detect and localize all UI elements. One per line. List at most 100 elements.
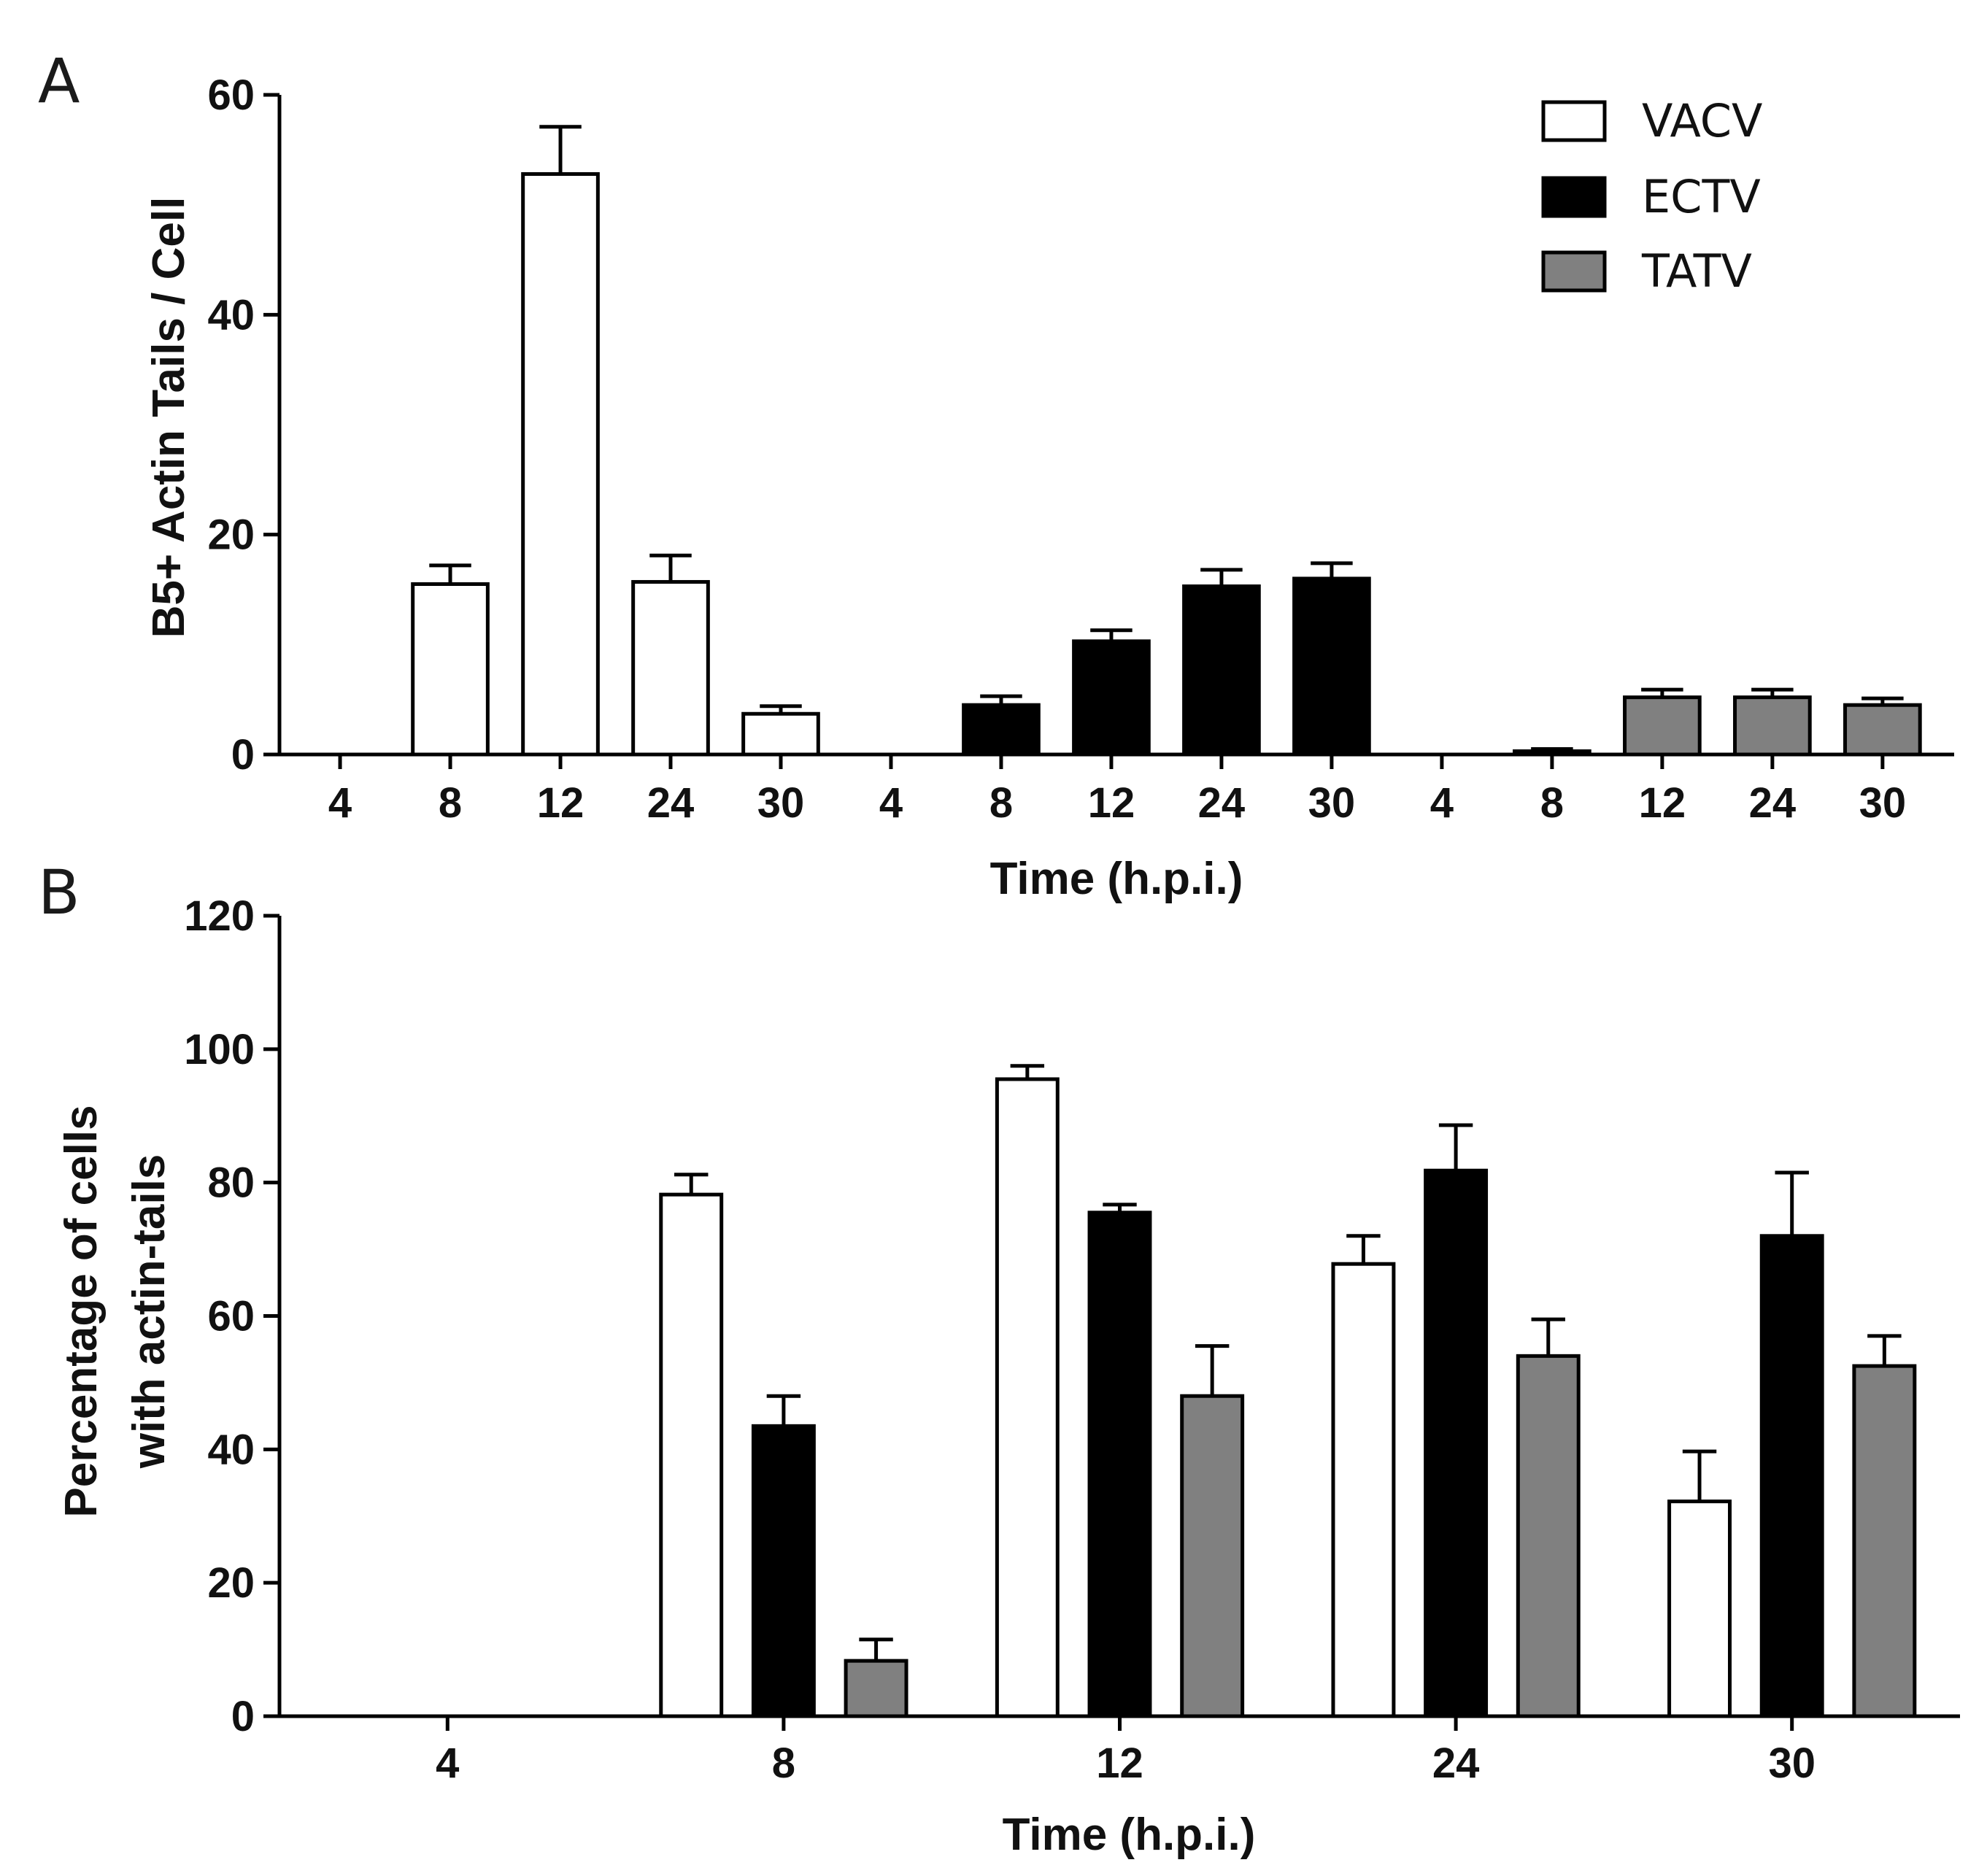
chart-b-bars <box>659 1064 1917 1718</box>
chart-a-x-tick-label: 30 <box>757 779 805 827</box>
chart-b-y-tick-label: 100 <box>184 1026 255 1073</box>
chart-a-bars <box>411 125 1922 757</box>
chart-b-y-tick-label: 20 <box>207 1559 255 1607</box>
chart-b-x-tick-label: 24 <box>1432 1740 1480 1787</box>
chart-a-bar-vacv-24 <box>631 553 710 757</box>
chart-a-x-tick-label: 12 <box>1088 779 1135 827</box>
chart-a-x-tick-label: 30 <box>1859 779 1907 827</box>
chart-a-x-ticks: 4 8 12 24 30 4 8 12 24 30 4 8 12 24 30 <box>328 754 1906 827</box>
chart-b-bar-vacv-12 <box>995 1064 1060 1718</box>
chart-b-bar-ectv-8-rect <box>751 1424 816 1718</box>
chart-b-bar-ectv-24 <box>1424 1123 1489 1718</box>
chart-a-bar-tatv-30 <box>1843 696 1922 757</box>
chart-b-x-tick-label: 30 <box>1768 1740 1816 1787</box>
chart-a-y-axis-title: B5+ Actin Tails / Cell <box>144 197 194 638</box>
chart-b-y-axis-title-line-1: Percentage of cells <box>56 1105 107 1517</box>
chart-b-bar-ectv-24-rect <box>1424 1168 1489 1718</box>
chart-b-bar-tatv-12 <box>1180 1344 1245 1718</box>
chart-a-bar-ectv-8 <box>962 694 1041 757</box>
chart-a-y-tick-label: 0 <box>231 731 255 779</box>
chart-a-bar-tatv-12-rect <box>1623 695 1702 757</box>
chart-b-x-tick-label: 8 <box>772 1740 795 1787</box>
chart-b-y-tick-label: 60 <box>207 1293 255 1340</box>
chart-b-bar-vacv-24 <box>1331 1234 1396 1718</box>
chart-a-x-tick-label: 24 <box>1749 779 1797 827</box>
chart-a-bar-vacv-30 <box>741 704 820 757</box>
chart-a-x-tick-label: 8 <box>439 779 462 827</box>
chart-a-axes <box>277 95 1954 757</box>
legend-swatch-vacv <box>1541 100 1607 142</box>
chart-a-bar-vacv-8 <box>411 563 490 757</box>
chart-a-bar-ectv-30 <box>1292 561 1371 757</box>
chart-a-x-tick-label: 8 <box>1540 779 1564 827</box>
chart-a-bar-vacv-12-rect <box>521 171 600 757</box>
chart-b-bar-ectv-30-rect <box>1759 1234 1824 1718</box>
chart-b-bar-vacv-24-rect <box>1331 1262 1396 1718</box>
chart-b-x-axis-title: Time (h.p.i.) <box>1003 1810 1256 1860</box>
chart-a-bar-ectv-24 <box>1182 568 1261 757</box>
chart-a-x-tick-label: 12 <box>1639 779 1686 827</box>
chart-a-x-tick-label: 24 <box>647 779 695 827</box>
chart-b-bar-vacv-8 <box>659 1173 724 1718</box>
chart-a-bar-vacv-12 <box>521 125 600 757</box>
chart-a-y-tick-label: 60 <box>207 72 255 119</box>
chart-b-y-tick-label: 0 <box>231 1693 255 1740</box>
panel-letter-b: B <box>38 857 80 928</box>
chart-a-x-tick-label: 30 <box>1308 779 1356 827</box>
chart-b-bar-tatv-8 <box>844 1637 908 1718</box>
panel-letter-a: A <box>38 45 80 117</box>
chart-a-y-tick-label: 40 <box>207 291 255 339</box>
chart-b-y-axis-title-line-2: with actin-tails <box>124 1154 174 1470</box>
chart-a-bar-tatv-12 <box>1623 687 1702 757</box>
chart-a: 0 20 40 60 4 8 12 24 30 4 8 12 24 30 4 8 12 24 30 B5+ Act… <box>144 72 1954 904</box>
chart-a-bar-ectv-30-rect <box>1292 576 1371 757</box>
legend: VACV ECTV TATV <box>1541 94 1762 298</box>
chart-a-bar-tatv-24-rect <box>1733 695 1812 757</box>
chart-a-bar-ectv-12 <box>1072 628 1151 757</box>
chart-a-bar-vacv-30-rect <box>741 711 820 757</box>
legend-label-vacv: VACV <box>1642 94 1762 147</box>
chart-a-bar-tatv-30-rect <box>1843 703 1922 757</box>
chart-b-bar-ectv-12-rect <box>1087 1211 1152 1718</box>
chart-b-y-ticks: 0 20 40 60 80 100 120 <box>184 892 279 1740</box>
legend-swatch-tatv <box>1541 250 1607 293</box>
chart-b-bar-vacv-30-rect <box>1667 1499 1732 1718</box>
chart-a-x-tick-label: 4 <box>328 779 352 827</box>
chart-b-bar-vacv-12-rect <box>995 1077 1060 1718</box>
chart-a-x-tick-label: 4 <box>879 779 903 827</box>
legend-label-tatv: TATV <box>1641 244 1752 298</box>
chart-b-y-tick-label: 80 <box>207 1159 255 1207</box>
chart-b-y-tick-label: 120 <box>184 892 255 940</box>
chart-b-x-ticks: 4 8 12 24 30 <box>436 1716 1816 1787</box>
chart-a-bar-ectv-24-rect <box>1182 584 1261 757</box>
chart-b: 0 20 40 60 80 100 120 4 8 12 24 30 Percentage of c… <box>56 892 1960 1860</box>
chart-a-x-tick-label: 8 <box>989 779 1013 827</box>
chart-b-x-tick-label: 4 <box>436 1740 459 1787</box>
chart-a-y-ticks: 0 20 40 60 <box>207 72 279 779</box>
chart-a-bar-ectv-12-rect <box>1072 639 1151 757</box>
chart-b-bar-ectv-8 <box>751 1394 816 1718</box>
chart-a-bar-vacv-24-rect <box>631 579 710 757</box>
chart-a-x-tick-label: 4 <box>1430 779 1454 827</box>
chart-a-x-tick-label: 12 <box>537 779 584 827</box>
legend-item-ectv: ECTV <box>1541 170 1761 223</box>
chart-b-bar-tatv-12-rect <box>1180 1394 1245 1718</box>
chart-b-bar-vacv-8-rect <box>659 1192 724 1718</box>
chart-a-bar-tatv-24 <box>1733 687 1812 757</box>
chart-b-bar-tatv-8-rect <box>844 1659 908 1718</box>
chart-b-bar-vacv-30 <box>1667 1449 1732 1718</box>
chart-b-bar-ectv-12 <box>1087 1203 1152 1718</box>
legend-label-ectv: ECTV <box>1642 170 1761 223</box>
chart-a-bar-ectv-8-rect <box>962 703 1041 757</box>
legend-swatch-ectv <box>1541 176 1607 218</box>
chart-b-y-tick-label: 40 <box>207 1426 255 1473</box>
chart-a-x-axis-title: Time (h.p.i.) <box>990 854 1243 904</box>
chart-a-bar-vacv-8-rect <box>411 582 490 757</box>
chart-b-bar-tatv-24 <box>1516 1317 1581 1718</box>
chart-b-bar-tatv-30 <box>1852 1334 1917 1718</box>
chart-b-x-tick-label: 12 <box>1096 1740 1143 1787</box>
chart-a-x-tick-label: 24 <box>1198 779 1246 827</box>
chart-b-bar-tatv-24-rect <box>1516 1354 1581 1718</box>
chart-b-bar-tatv-30-rect <box>1852 1364 1917 1718</box>
